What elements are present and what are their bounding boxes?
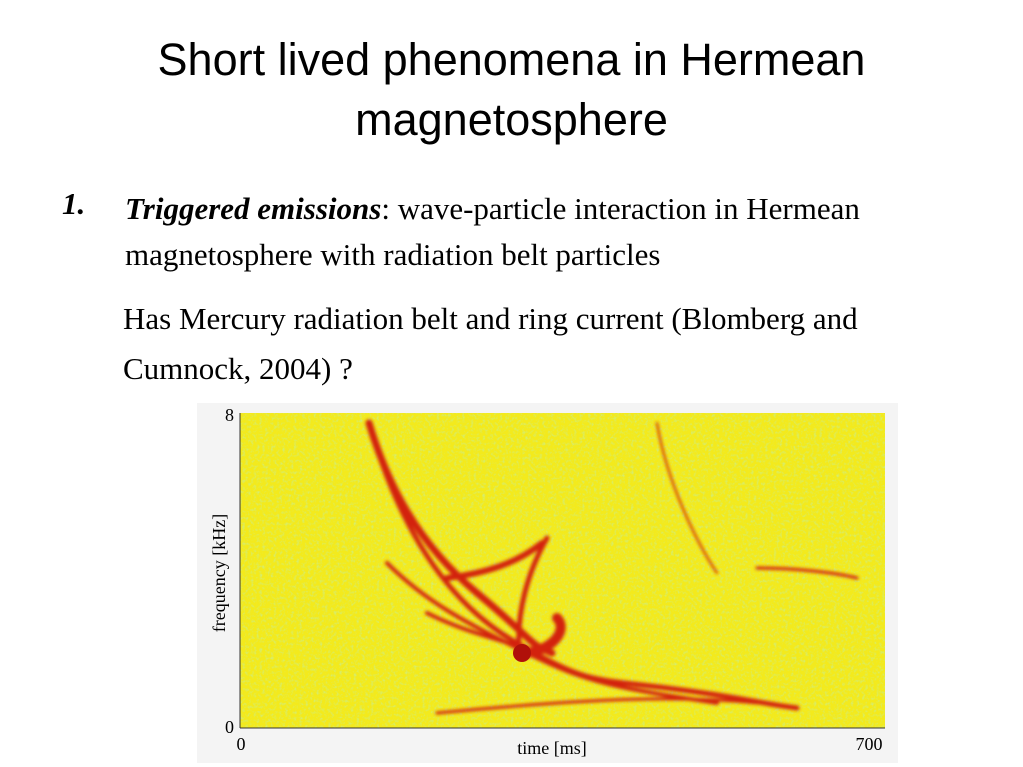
list-text: : wave-particle interaction in Hermean m…: [125, 191, 860, 272]
emissions: [365, 419, 859, 715]
emission-spot: [513, 644, 531, 662]
x-tick-label: 700: [856, 734, 883, 754]
list-term: Triggered emissions: [125, 191, 382, 226]
x-tick-label: 0: [237, 734, 246, 754]
y-tick-label: 8: [225, 405, 234, 425]
paragraph: Has Mercury radiation belt and ring curr…: [123, 301, 858, 386]
noise: [240, 413, 885, 728]
slide-title: Short lived phenomena in Hermean magneto…: [157, 34, 866, 145]
y-axis-label: frequency [kHz]: [209, 514, 229, 632]
x-axis-label: time [ms]: [517, 738, 587, 758]
list-item: Triggered emissions: wave-particle inter…: [125, 186, 1010, 278]
list-number: 1.: [62, 186, 86, 221]
spectrogram-figure: 8 0 0 700 time [ms] frequency [kHz]: [197, 403, 898, 763]
y-tick-label: 0: [225, 717, 234, 737]
